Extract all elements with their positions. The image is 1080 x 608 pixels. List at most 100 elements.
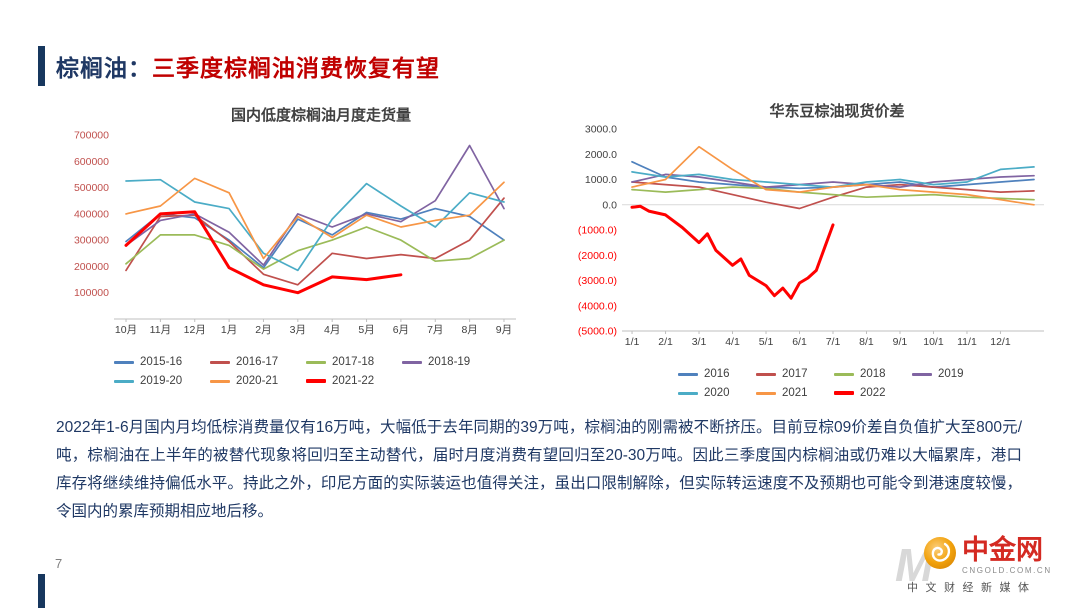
legend-label: 2018-19 xyxy=(428,356,471,368)
legend-item: 2021 xyxy=(756,387,834,399)
chart-legend: 2016 2017 2018 2019 2020 2021 2022 xyxy=(560,368,1052,399)
series-2022 xyxy=(630,204,835,300)
svg-text:(4000.0): (4000.0) xyxy=(578,300,617,312)
legend-label: 2020 xyxy=(704,387,730,399)
svg-text:5月: 5月 xyxy=(358,324,374,336)
legend-label: 2018 xyxy=(860,368,886,380)
legend-item: 2022 xyxy=(834,387,912,399)
bottom-accent-bar xyxy=(38,574,45,608)
legend-row: 2020 2021 2022 xyxy=(678,387,1052,399)
svg-text:3/1: 3/1 xyxy=(692,336,707,348)
logo-domain: CNGOLD.COM.CN xyxy=(962,566,1052,576)
legend-item: 2016-17 xyxy=(210,356,306,368)
legend-label: 2021 xyxy=(782,387,808,399)
svg-text:0.0: 0.0 xyxy=(602,199,617,211)
legend-swatch xyxy=(834,372,854,376)
svg-text:2000.0: 2000.0 xyxy=(585,149,617,161)
series-2017-18 xyxy=(125,226,505,270)
legend-swatch xyxy=(402,360,422,364)
page-number: 7 xyxy=(55,556,63,571)
cngold-swirl-icon xyxy=(923,536,957,575)
legend-item: 2017-18 xyxy=(306,356,402,368)
svg-text:5/1: 5/1 xyxy=(759,336,774,348)
chart-title: 国内低度棕榈油月度走货量 xyxy=(230,107,411,124)
series-2020-21 xyxy=(125,177,505,260)
legend-item: 2018 xyxy=(834,368,912,380)
legend-label: 2019-20 xyxy=(140,375,183,387)
svg-text:11/1: 11/1 xyxy=(957,336,977,348)
svg-text:8/1: 8/1 xyxy=(859,336,874,348)
logo-row: 中金网 CNGOLD.COM.CN xyxy=(923,536,1079,575)
svg-text:1/1: 1/1 xyxy=(625,336,640,348)
legend-label: 2020-21 xyxy=(236,375,279,387)
legend-label: 2022 xyxy=(860,387,886,399)
svg-text:200000: 200000 xyxy=(74,261,109,273)
svg-text:7/1: 7/1 xyxy=(826,336,841,348)
series-2015-16 xyxy=(125,207,505,269)
legend-swatch xyxy=(210,360,230,364)
svg-text:12/1: 12/1 xyxy=(990,336,1011,348)
series-2019 xyxy=(631,173,1035,188)
svg-text:1月: 1月 xyxy=(221,324,237,336)
legend-item: 2016 xyxy=(678,368,756,380)
legend-swatch xyxy=(306,360,326,364)
chart-east-china-soy-palm-spread: 华东豆棕油现货价差 3000.0 2000.0 1000.0 0.0 (1000.0) (2… xyxy=(560,100,1052,406)
chart-domestic-palm-oil-monthly-shipments: 国内低度棕榈油月度走货量 100000 200000 300000 400000 5000… xyxy=(58,104,528,394)
svg-text:100000: 100000 xyxy=(74,287,109,299)
svg-text:4月: 4月 xyxy=(324,324,340,336)
legend-label: 2017 xyxy=(782,368,808,380)
legend-row: 2016 2017 2018 2019 xyxy=(678,368,1052,380)
svg-text:9月: 9月 xyxy=(496,324,512,336)
title-prefix: 棕榈油： xyxy=(56,55,152,81)
series-2019-20 xyxy=(125,178,505,272)
chart-legend: 2015-16 2016-17 2017-18 2018-19 2019-20 2020-… xyxy=(58,356,528,387)
svg-text:700000: 700000 xyxy=(74,130,109,142)
svg-text:9/1: 9/1 xyxy=(893,336,908,348)
series-2017 xyxy=(631,181,1035,210)
legend-item: 2021-22 xyxy=(306,375,402,387)
svg-text:400000: 400000 xyxy=(74,208,109,220)
legend-row: 2015-16 2016-17 2017-18 2018-19 xyxy=(114,356,528,368)
svg-text:2月: 2月 xyxy=(255,324,271,336)
svg-text:3月: 3月 xyxy=(290,324,306,336)
legend-label: 2021-22 xyxy=(332,375,375,387)
svg-text:10月: 10月 xyxy=(115,324,137,336)
legend-item: 2019 xyxy=(912,368,990,380)
logo-text-column: 中金网 CNGOLD.COM.CN xyxy=(962,535,1052,576)
series-2021 xyxy=(631,145,1035,206)
legend-swatch xyxy=(114,379,134,383)
svg-text:(3000.0): (3000.0) xyxy=(578,275,617,287)
legend-swatch xyxy=(306,379,326,383)
logo-name: 中金网 xyxy=(962,535,1043,565)
svg-text:500000: 500000 xyxy=(74,182,109,194)
logo-tagline: 中文财经新媒体 xyxy=(907,582,1037,595)
svg-text:12月: 12月 xyxy=(184,324,206,336)
svg-text:(2000.0): (2000.0) xyxy=(578,250,617,262)
legend-swatch xyxy=(756,372,776,376)
svg-text:2/1: 2/1 xyxy=(658,336,673,348)
legend-swatch xyxy=(912,372,932,376)
series-2018-19 xyxy=(125,144,505,266)
legend-swatch xyxy=(756,391,776,395)
legend-swatch xyxy=(678,372,698,376)
legend-swatch xyxy=(834,391,854,395)
svg-text:600000: 600000 xyxy=(74,156,109,168)
title-highlight: 三季度棕榈油消费恢复有望 xyxy=(152,55,440,81)
svg-text:6月: 6月 xyxy=(393,324,409,336)
page-title: 棕榈油：三季度棕榈油消费恢复有望 xyxy=(56,49,440,83)
series-2021-22 xyxy=(124,210,403,295)
legend-item: 2018-19 xyxy=(402,356,498,368)
svg-text:11月: 11月 xyxy=(150,324,171,336)
legend-label: 2015-16 xyxy=(140,356,183,368)
legend-label: 2016-17 xyxy=(236,356,279,368)
svg-text:3000.0: 3000.0 xyxy=(585,124,617,136)
legend-swatch xyxy=(114,360,134,364)
title-accent-bar xyxy=(38,46,45,86)
svg-text:1000.0: 1000.0 xyxy=(585,174,617,186)
legend-item: 2015-16 xyxy=(114,356,210,368)
svg-text:4/1: 4/1 xyxy=(725,336,740,348)
legend-item: 2019-20 xyxy=(114,375,210,387)
svg-text:8月: 8月 xyxy=(461,324,477,336)
svg-text:300000: 300000 xyxy=(74,235,109,247)
